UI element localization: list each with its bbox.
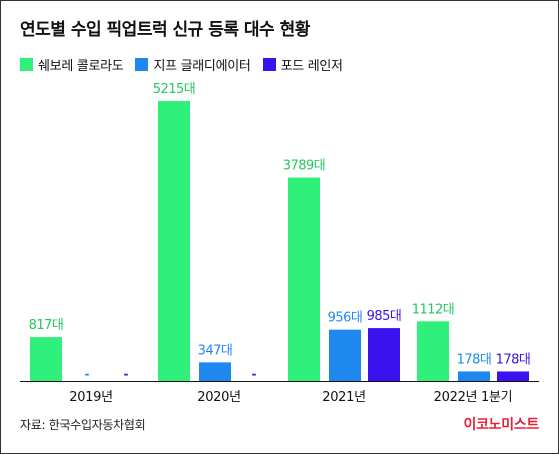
bar-chevrolet-colorado-2 — [288, 177, 320, 381]
source-note: 자료: 한국수입자동차협회 — [20, 418, 146, 432]
legend-swatch-chevrolet-colorado — [20, 57, 33, 71]
bar-jeep-gladiator-1 — [199, 362, 231, 381]
x-tick-label-3: 2022년 1분기 — [434, 390, 513, 405]
x-tick-label-2: 2021년 — [322, 390, 366, 405]
value-label-ford-ranger-3: 178대 — [496, 352, 531, 367]
bar-chevrolet-colorado-1 — [158, 101, 190, 381]
bar-jeep-gladiator-2 — [329, 329, 361, 381]
value-label-jeep-gladiator-1: 347대 — [198, 343, 233, 358]
bar-ford-ranger-2 — [368, 328, 400, 381]
bar-chevrolet-colorado-0 — [30, 337, 62, 381]
value-label-ford-ranger-1: - — [252, 367, 257, 381]
legend-item-jeep-gladiator: 지프 글래디에이터 — [135, 55, 251, 74]
legend: 쉐보레 콜로라도 지프 글래디에이터 포드 레인저 — [20, 54, 355, 74]
x-tick-label-0: 2019년 — [69, 390, 113, 405]
legend-swatch-ford-ranger — [262, 57, 276, 71]
value-label-jeep-gladiator-0: - — [85, 367, 90, 381]
value-label-ford-ranger-0: - — [124, 367, 129, 381]
x-tick-label-1: 2020년 — [197, 390, 241, 405]
legend-label-chevrolet-colorado: 쉐보레 콜로라도 — [38, 58, 124, 74]
legend-label-jeep-gladiator: 지프 글래디에이터 — [153, 58, 251, 74]
bar-chevrolet-colorado-3 — [417, 321, 449, 381]
legend-label-ford-ranger: 포드 레인저 — [280, 58, 343, 74]
value-label-chevrolet-colorado-2: 3789대 — [283, 159, 326, 174]
value-label-ford-ranger-2: 985대 — [367, 309, 402, 324]
legend-item-ford-ranger: 포드 레인저 — [262, 55, 343, 74]
bar-ford-ranger-3 — [497, 371, 529, 381]
legend-item-chevrolet-colorado: 쉐보레 콜로라도 — [20, 55, 124, 74]
bar-jeep-gladiator-3 — [458, 371, 490, 381]
value-label-jeep-gladiator-2: 956대 — [328, 311, 363, 326]
legend-swatch-jeep-gladiator — [135, 57, 149, 71]
value-label-chevrolet-colorado-0: 817대 — [29, 318, 64, 333]
chart-title: 연도별 수입 픽업트럭 신규 등록 대수 현황 — [20, 20, 310, 40]
brand-logo: 이코노미스트 — [463, 417, 540, 433]
value-label-chevrolet-colorado-1: 5215대 — [153, 82, 196, 97]
value-label-jeep-gladiator-3: 178대 — [457, 352, 492, 367]
value-label-chevrolet-colorado-3: 1112대 — [412, 302, 455, 317]
